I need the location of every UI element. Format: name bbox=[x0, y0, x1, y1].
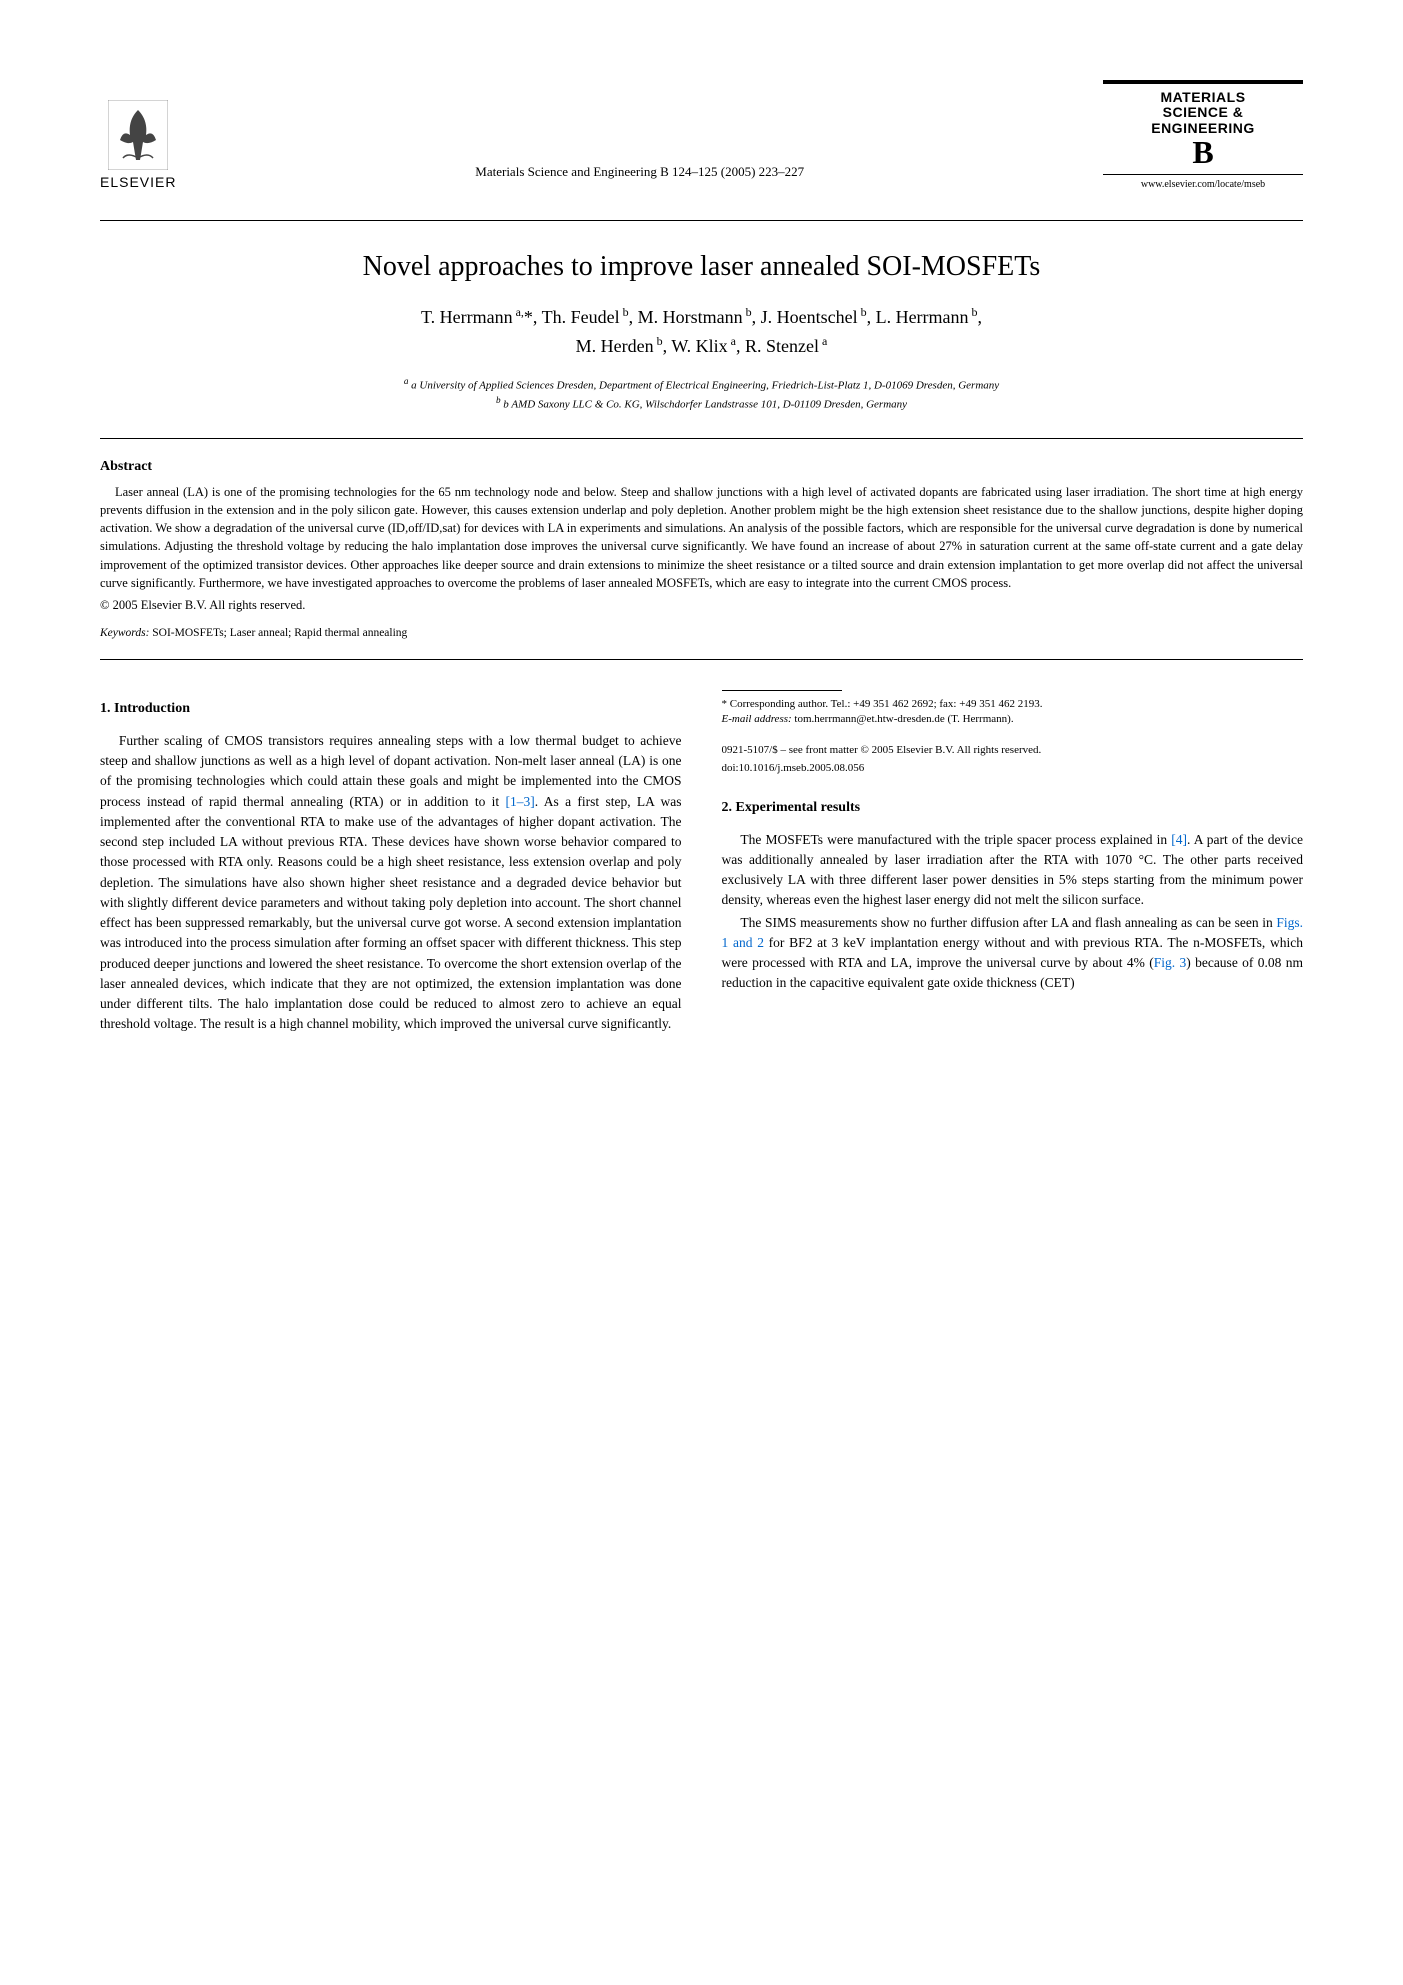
abstract-text: Laser anneal (LA) is one of the promisin… bbox=[100, 483, 1303, 592]
journal-name-line1: MATERIALS bbox=[1103, 90, 1303, 105]
email-footnote: E-mail address: tom.herrmann@et.htw-dres… bbox=[722, 712, 1304, 727]
affiliation-b: b b AMD Saxony LLC & Co. KG, Wilschdorfe… bbox=[100, 394, 1303, 413]
authors: T. Herrmann a,*, Th. Feudel b, M. Horstm… bbox=[100, 303, 1303, 361]
authors-line2: M. Herden b, W. Klix a, R. Stenzel a bbox=[576, 336, 828, 356]
journal-letter: B bbox=[1103, 136, 1303, 168]
exp-para2-pre: The SIMS measurements show no further di… bbox=[740, 915, 1276, 930]
footnote-block: * Corresponding author. Tel.: +49 351 46… bbox=[722, 690, 1304, 777]
exp-para1: The MOSFETs were manufactured with the t… bbox=[722, 830, 1304, 911]
doi-line: doi:10.1016/j.mseb.2005.08.056 bbox=[722, 760, 1304, 777]
paper-title: Novel approaches to improve laser anneal… bbox=[100, 251, 1303, 283]
journal-name-line2: SCIENCE & bbox=[1103, 105, 1303, 120]
ref-link-4[interactable]: [4] bbox=[1171, 832, 1187, 847]
keywords-label: Keywords: bbox=[100, 627, 149, 639]
footnote-rule bbox=[722, 690, 842, 691]
journal-logo: MATERIALS SCIENCE & ENGINEERING B www.el… bbox=[1103, 80, 1303, 190]
publisher-name: ELSEVIER bbox=[100, 174, 176, 190]
journal-logo-box: MATERIALS SCIENCE & ENGINEERING B bbox=[1103, 80, 1303, 175]
journal-citation: Materials Science and Engineering B 124–… bbox=[176, 164, 1103, 180]
ref-link-fig3[interactable]: Fig. 3 bbox=[1154, 955, 1187, 970]
abstract-section: Abstract Laser anneal (LA) is one of the… bbox=[100, 439, 1303, 660]
email-value: tom.herrmann@et.htw-dresden.de (T. Herrm… bbox=[794, 713, 1013, 725]
title-section: Novel approaches to improve laser anneal… bbox=[100, 220, 1303, 439]
exp-heading: 2. Experimental results bbox=[722, 797, 1304, 818]
publisher-logo: ELSEVIER bbox=[100, 100, 176, 190]
affiliation-a: a a University of Applied Sciences Dresd… bbox=[100, 375, 1303, 394]
body-columns: 1. Introduction Further scaling of CMOS … bbox=[100, 690, 1303, 1035]
keywords: Keywords: SOI-MOSFETs; Laser anneal; Rap… bbox=[100, 627, 1303, 639]
email-label: E-mail address: bbox=[722, 713, 792, 725]
affiliations: a a University of Applied Sciences Dresd… bbox=[100, 375, 1303, 413]
header-bar: ELSEVIER Materials Science and Engineeri… bbox=[100, 80, 1303, 190]
affiliation-b-text: b AMD Saxony LLC & Co. KG, Wilschdorfer … bbox=[503, 399, 907, 411]
ref-link-1-3[interactable]: [1–3] bbox=[506, 794, 535, 809]
elsevier-tree-icon bbox=[108, 100, 168, 170]
corresponding-footnote: * Corresponding author. Tel.: +49 351 46… bbox=[722, 697, 1304, 712]
exp-para2: The SIMS measurements show no further di… bbox=[722, 913, 1304, 994]
intro-para1: Further scaling of CMOS transistors requ… bbox=[100, 731, 682, 1035]
journal-url: www.elsevier.com/locate/mseb bbox=[1103, 179, 1303, 190]
copyright: © 2005 Elsevier B.V. All rights reserved… bbox=[100, 598, 1303, 613]
intro-para1-post: . As a first step, LA was implemented af… bbox=[100, 794, 682, 1032]
exp-para1-pre: The MOSFETs were manufactured with the t… bbox=[740, 832, 1171, 847]
intro-heading: 1. Introduction bbox=[100, 698, 682, 719]
keywords-text: SOI-MOSFETs; Laser anneal; Rapid thermal… bbox=[152, 627, 407, 639]
affiliation-a-text: a University of Applied Sciences Dresden… bbox=[411, 379, 999, 391]
issn-line: 0921-5107/$ – see front matter © 2005 El… bbox=[722, 742, 1304, 759]
authors-line1: T. Herrmann a,*, Th. Feudel b, M. Horstm… bbox=[421, 307, 982, 327]
abstract-heading: Abstract bbox=[100, 459, 1303, 475]
